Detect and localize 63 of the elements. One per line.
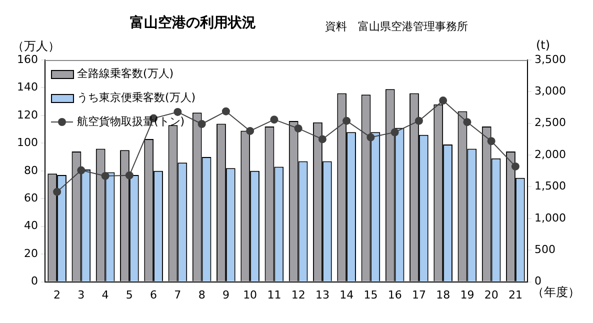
y2-tick-label: 3,000 bbox=[534, 84, 566, 98]
y2-tick-label: 500 bbox=[534, 242, 556, 256]
x-tick-label: 20 bbox=[484, 288, 498, 302]
y-tick-label: 100 bbox=[16, 136, 38, 150]
text: 資料 富山県空港管理事務所 bbox=[325, 19, 468, 34]
point bbox=[270, 116, 278, 124]
x-tick-label: 12 bbox=[291, 288, 306, 302]
point bbox=[342, 116, 351, 125]
x-tick-label: 10 bbox=[243, 288, 258, 302]
point bbox=[463, 118, 472, 126]
y2-tick-label: 2,000 bbox=[534, 148, 566, 161]
x-tick-label: 15 bbox=[364, 288, 378, 302]
y-tick-label: 160 bbox=[16, 52, 38, 66]
point bbox=[439, 96, 448, 105]
y2-tick-label: 2,500 bbox=[534, 116, 566, 130]
x-axis-title: （年度） bbox=[532, 285, 580, 301]
chart-title: 富山空港の利用状況 bbox=[130, 14, 256, 32]
point bbox=[294, 124, 302, 132]
point bbox=[414, 116, 423, 125]
point bbox=[318, 135, 326, 144]
y-tick-label: 0 bbox=[30, 274, 38, 288]
point bbox=[487, 137, 496, 146]
x-tick-label: 9 bbox=[222, 288, 230, 302]
point bbox=[246, 126, 254, 135]
x-tick-label: 6 bbox=[150, 288, 158, 302]
x-tick-label: 2 bbox=[54, 288, 61, 302]
point bbox=[366, 133, 375, 142]
y-tick-label: 80 bbox=[24, 164, 38, 177]
x-tick-label: 14 bbox=[340, 288, 354, 302]
x-tick-label: 7 bbox=[174, 288, 182, 302]
x-tick-label: 17 bbox=[412, 288, 426, 302]
legend-label: うち東京便乗客数(万人) bbox=[76, 90, 196, 104]
point bbox=[390, 128, 399, 136]
legend-label: 全路線乗客数(万人) bbox=[76, 66, 174, 80]
y2-tick-label: 3,500 bbox=[534, 52, 566, 66]
point bbox=[77, 166, 86, 174]
y-axis-title: （万人） bbox=[12, 38, 60, 54]
point bbox=[174, 108, 182, 116]
y-tick-label: 20 bbox=[24, 246, 38, 260]
y2-axis-title: (t) bbox=[536, 38, 550, 52]
point bbox=[53, 188, 62, 196]
y-tick-label: 60 bbox=[24, 191, 38, 204]
y2-tick-label: 1,500 bbox=[534, 180, 566, 193]
x-tick-label: 3 bbox=[78, 288, 85, 302]
x-tick-label: 16 bbox=[388, 288, 402, 302]
x-tick-label: 19 bbox=[460, 288, 474, 302]
x-tick-label: 21 bbox=[508, 288, 522, 302]
point bbox=[101, 172, 110, 180]
x-tick-label: 11 bbox=[267, 288, 282, 302]
y-tick-label: 120 bbox=[16, 108, 38, 122]
y2-tick-label: 1,000 bbox=[534, 211, 566, 224]
x-tick-label: 18 bbox=[436, 288, 450, 302]
y-tick-label: 40 bbox=[24, 219, 38, 232]
y2-tick-label: 0 bbox=[534, 274, 542, 288]
point bbox=[222, 107, 230, 116]
x-tick-label: 13 bbox=[315, 288, 330, 302]
point bbox=[125, 171, 134, 180]
x-tick-label: 5 bbox=[126, 288, 133, 302]
x-tick-label: 4 bbox=[102, 288, 109, 302]
point bbox=[198, 120, 206, 128]
x-tick-label: 8 bbox=[198, 288, 206, 302]
y-tick-label: 140 bbox=[16, 80, 38, 94]
point bbox=[511, 162, 520, 170]
